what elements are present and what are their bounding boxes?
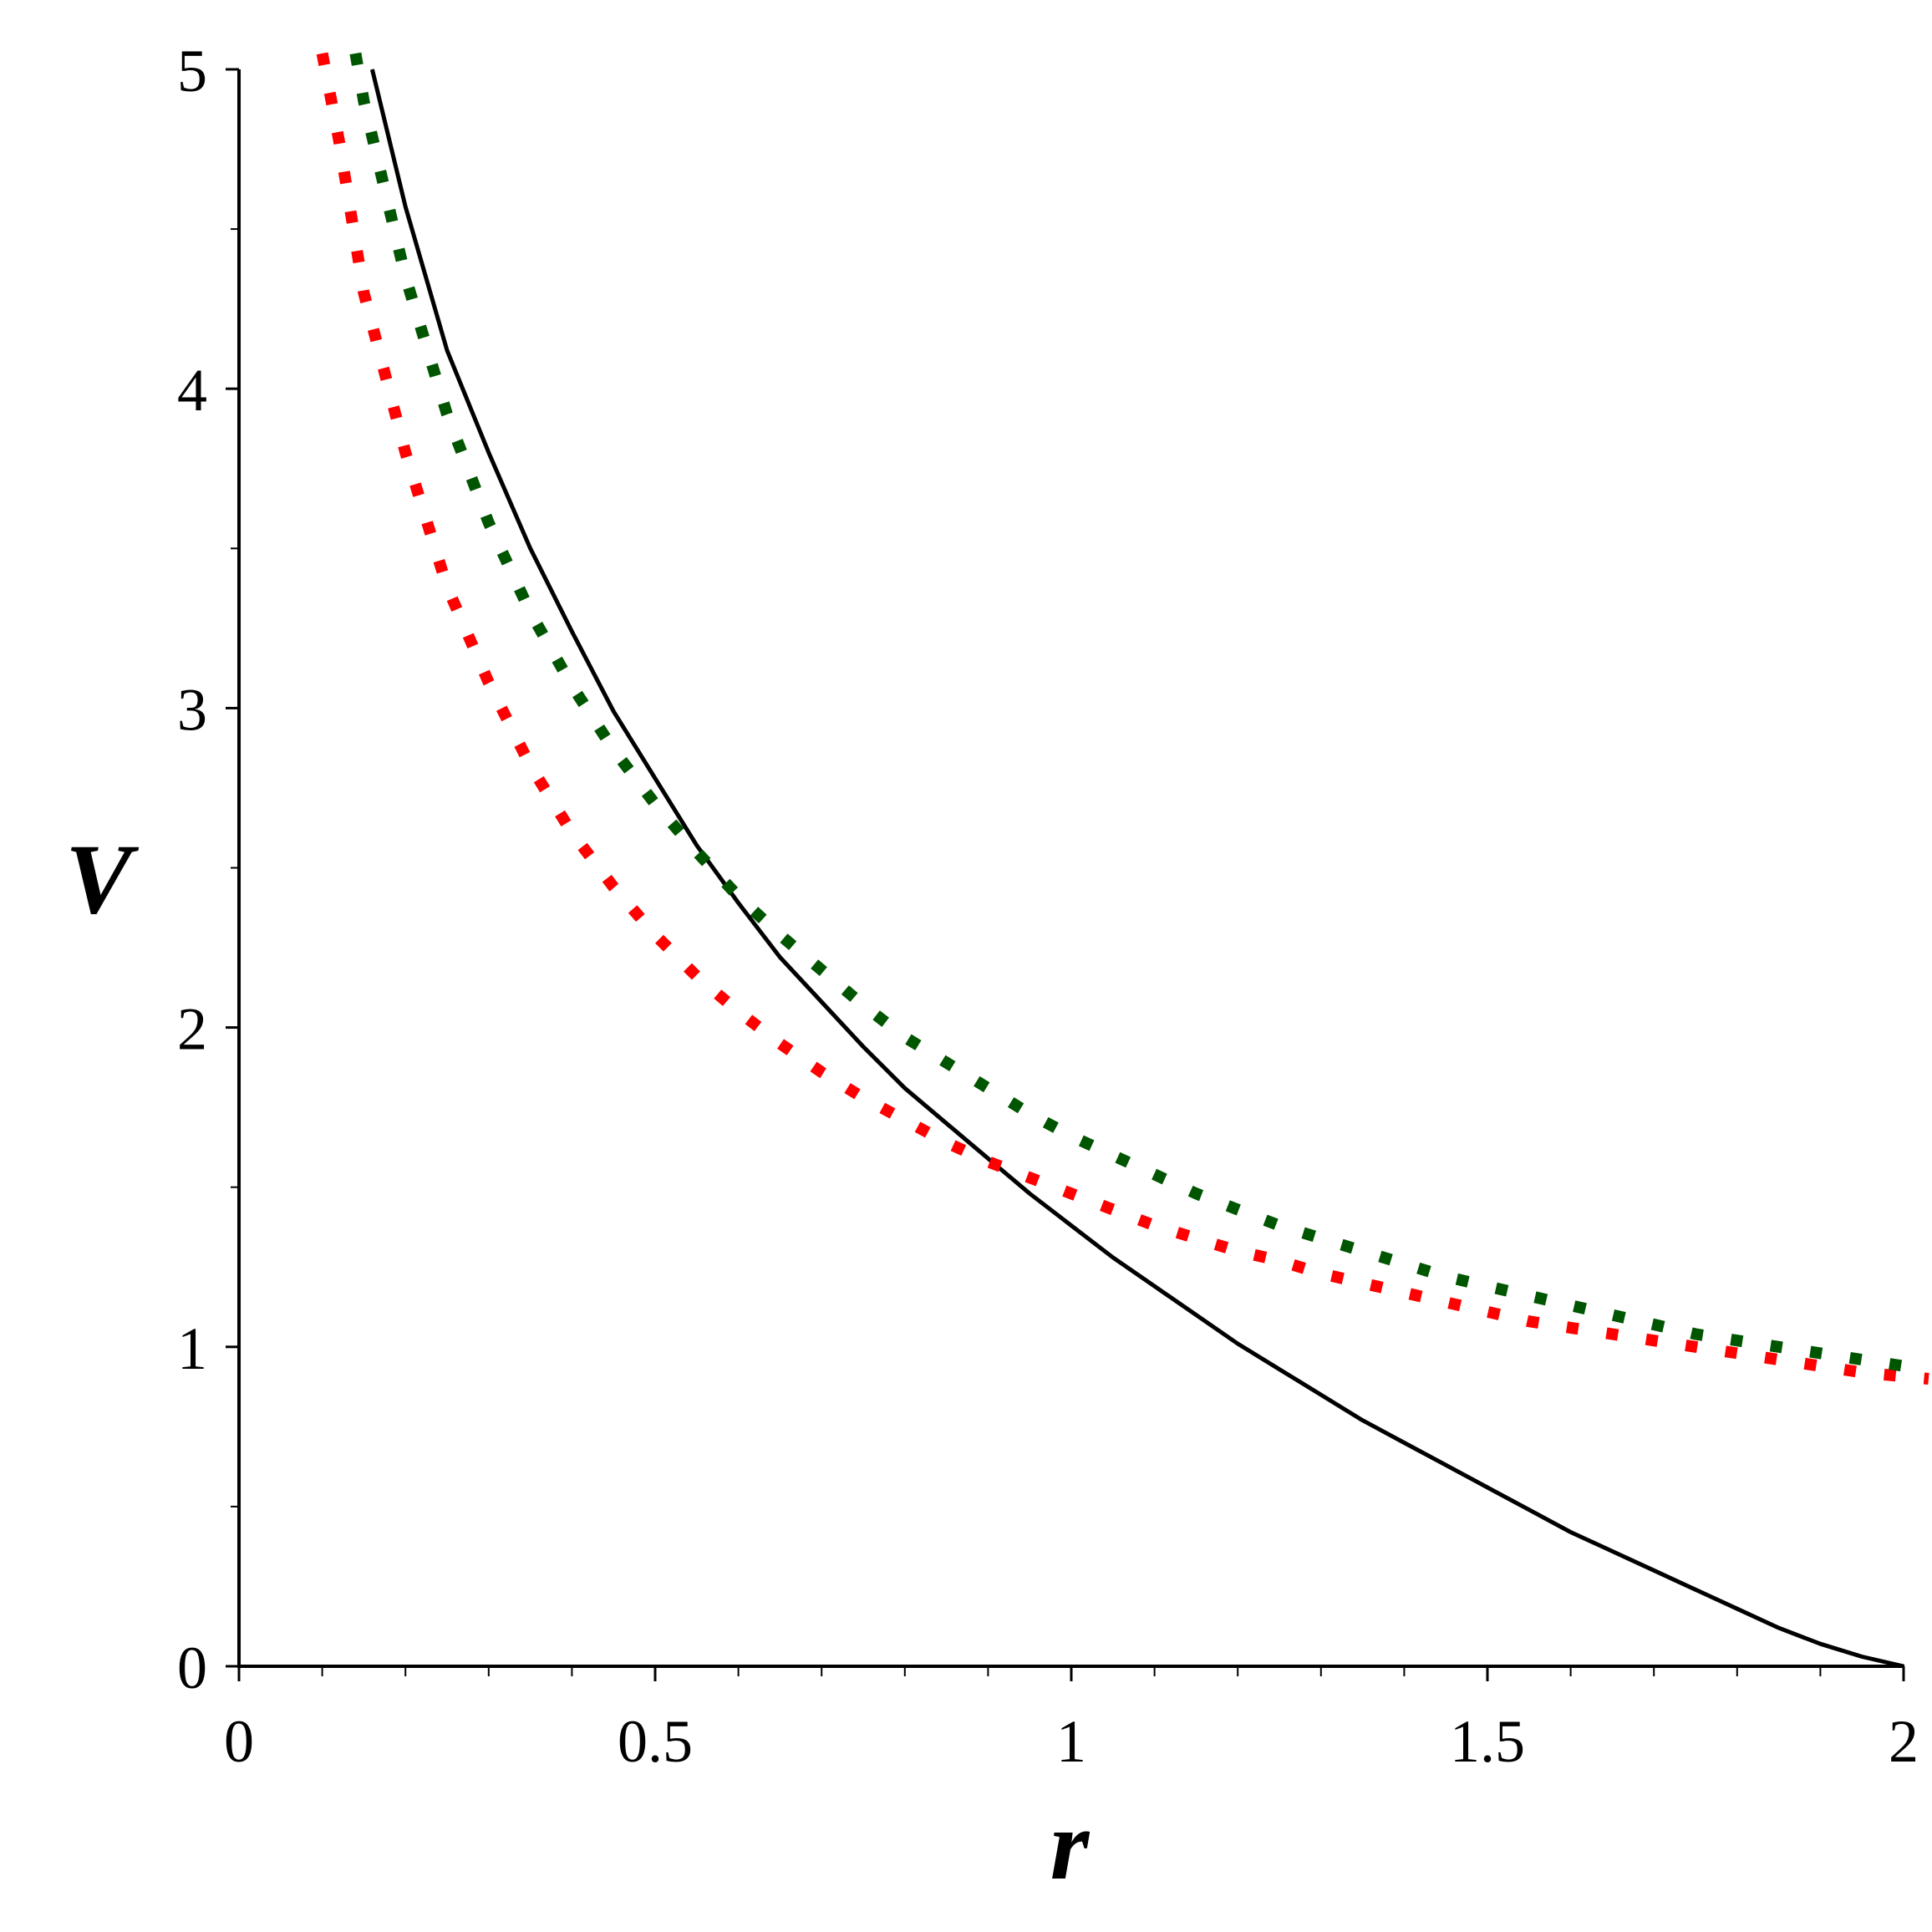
y-tick-label: 1 bbox=[177, 1315, 207, 1382]
y-tick-label: 3 bbox=[177, 676, 207, 743]
y-tick-label: 0 bbox=[177, 1635, 207, 1701]
x-tick-label: 2 bbox=[1889, 1708, 1919, 1775]
series-3-line bbox=[349, 52, 1905, 1372]
y-tick-label: 2 bbox=[177, 996, 207, 1063]
x-tick-label: 0.5 bbox=[618, 1708, 693, 1775]
series-1-line bbox=[369, 69, 1904, 1669]
y-tick-label: 4 bbox=[177, 357, 207, 424]
axes-layer bbox=[237, 69, 1904, 1668]
series-layer bbox=[316, 52, 1929, 1669]
x-tick-label: 1.5 bbox=[1450, 1708, 1525, 1775]
y-axis-label: V bbox=[65, 823, 140, 934]
series-2-line bbox=[316, 52, 1929, 1385]
ticks-layer: 0 0.5 1 1.5 2 0 1 2 3 4 5 bbox=[177, 38, 1919, 1775]
x-axis-label: r bbox=[1050, 1789, 1091, 1900]
y-tick-label: 5 bbox=[177, 38, 207, 104]
x-tick-label: 1 bbox=[1056, 1708, 1086, 1775]
x-tick-label: 0 bbox=[224, 1708, 254, 1775]
